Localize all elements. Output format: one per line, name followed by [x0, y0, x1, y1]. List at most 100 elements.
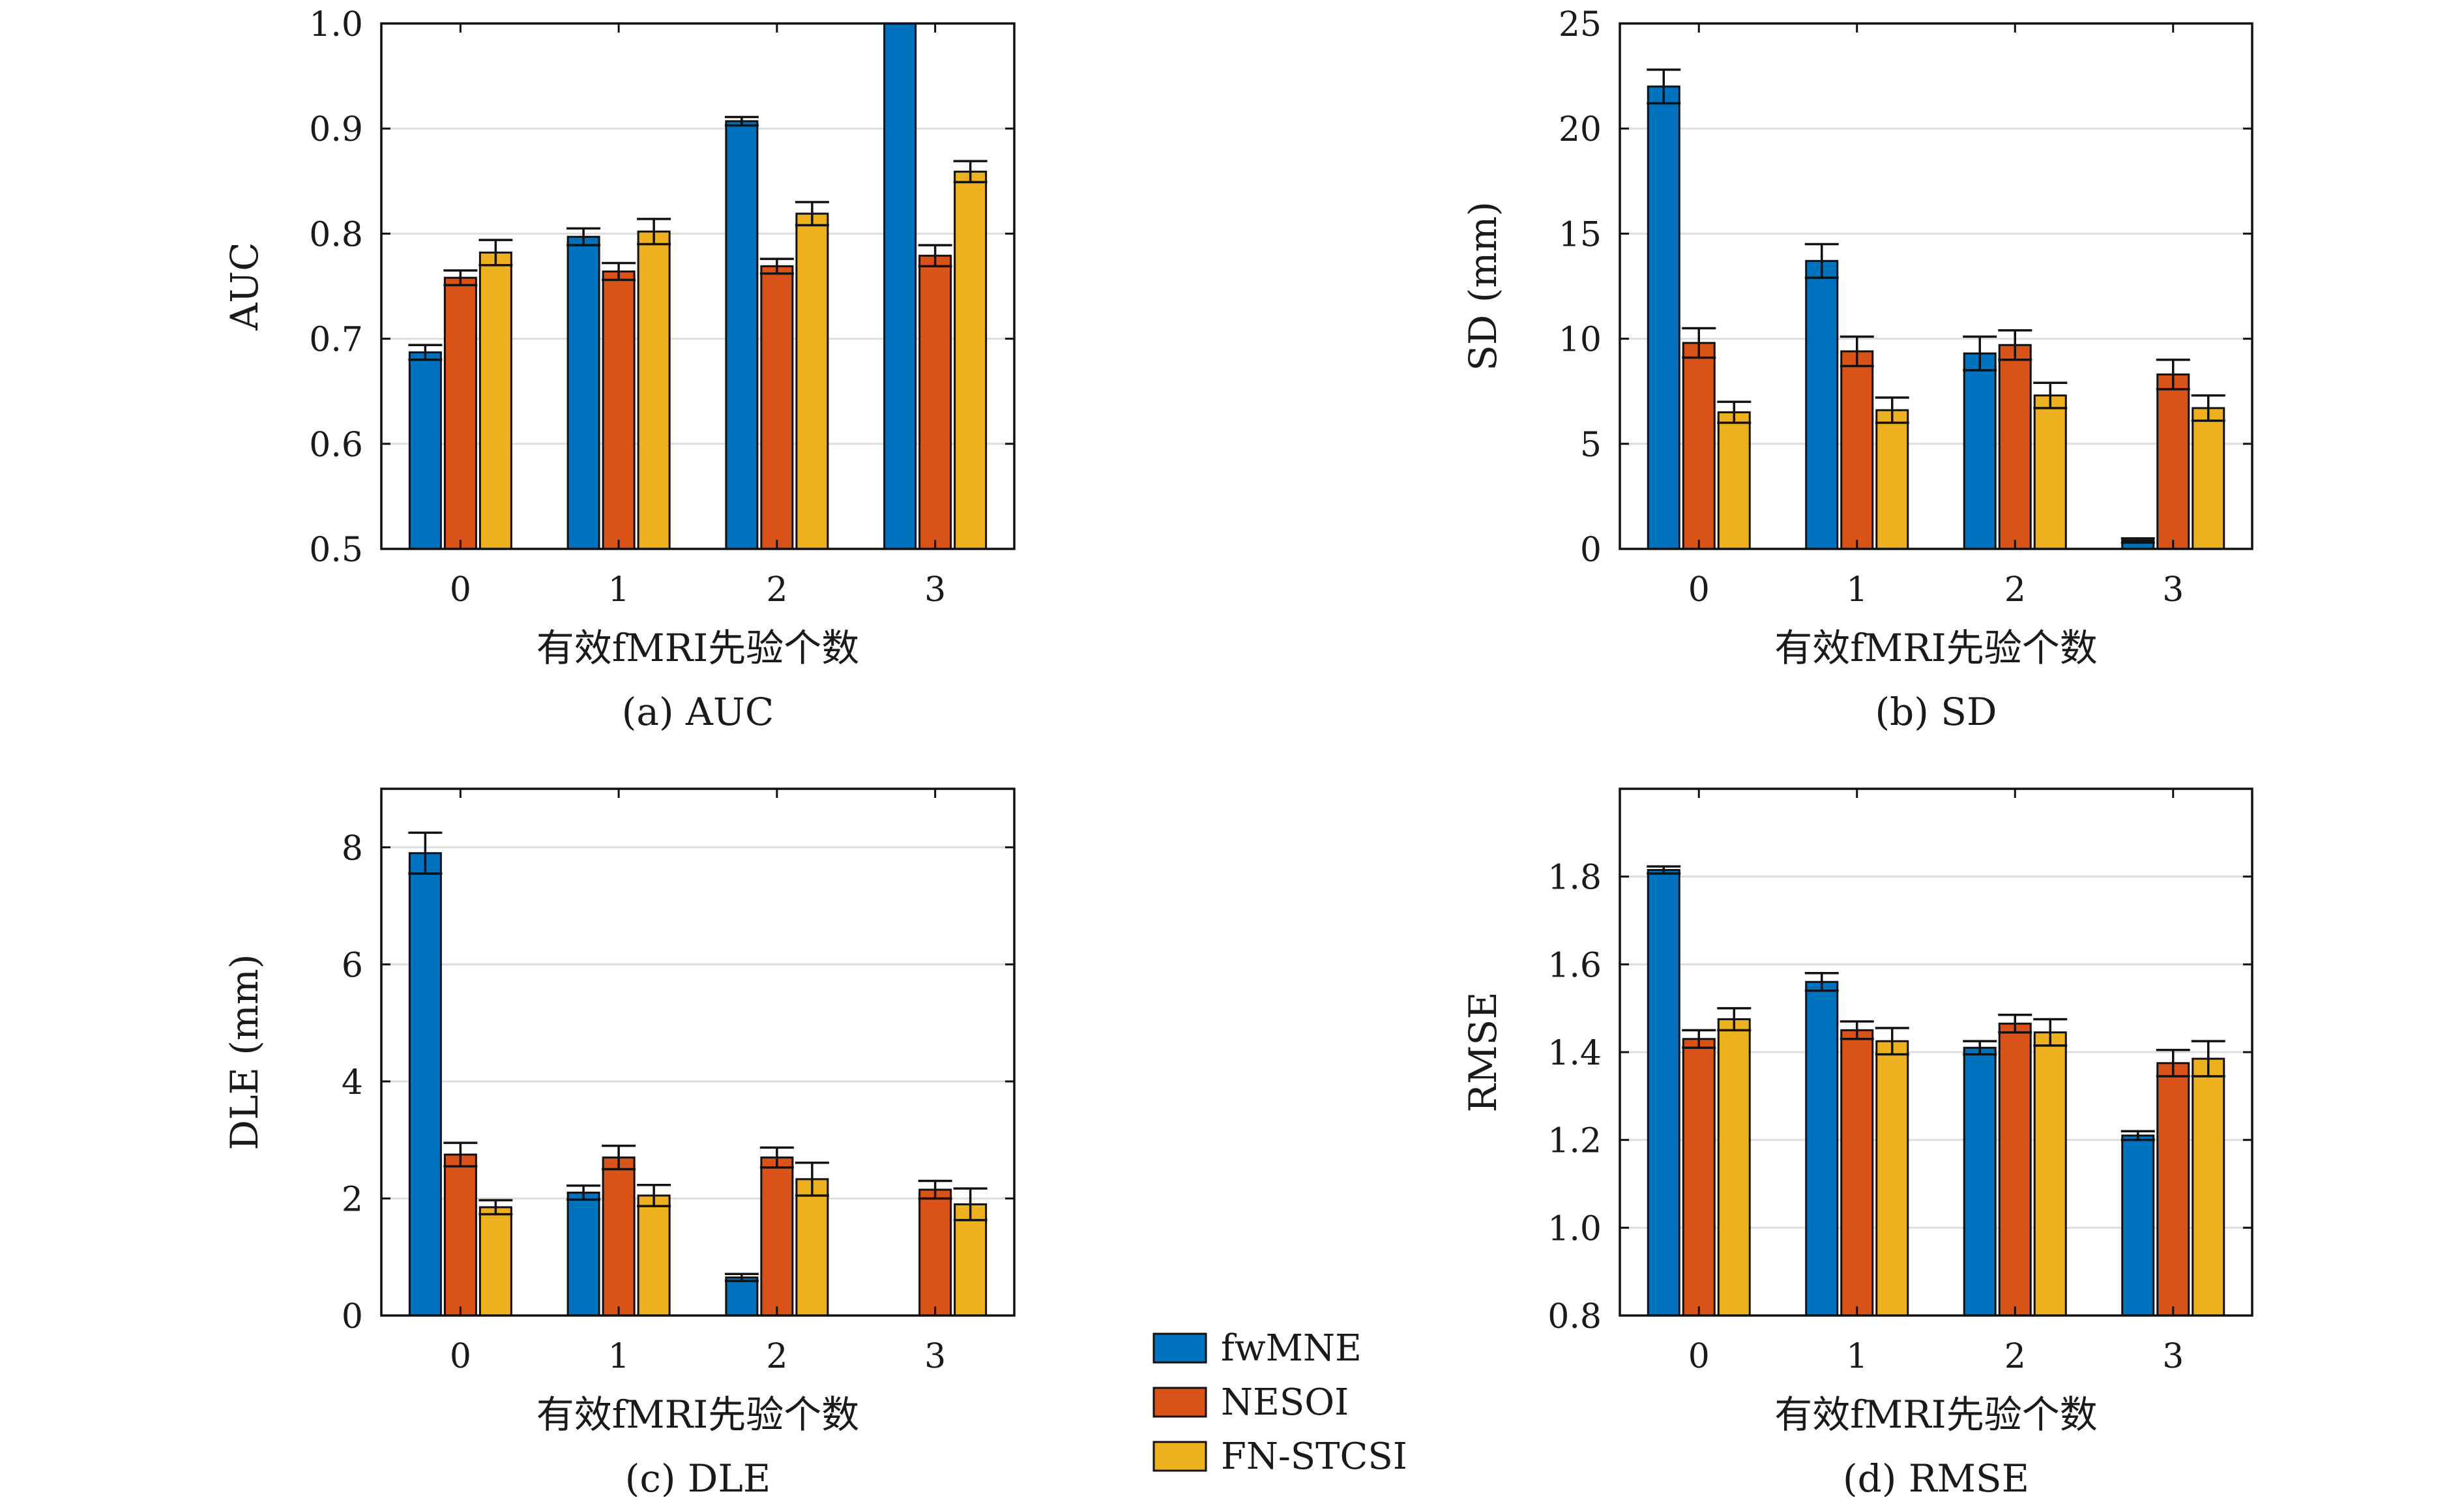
- bar-nesoi-1: [602, 270, 636, 550]
- bar-nesoi-0: [1682, 342, 1716, 550]
- chart-panel-4: 0.8 1.0 1.2 1.4 1.6 1.8 0 1 2 3 有效fMRI先验个数 RMSE (d) …: [1461, 787, 2253, 1500]
- y-tick-label: 1.0: [1547, 1209, 1602, 1248]
- error-bar-nesoi-0: [443, 1141, 478, 1168]
- grid: [381, 846, 1014, 1199]
- bar-fn-stcsi-1: [1875, 1040, 1909, 1317]
- error-bar-fn-stcsi-2: [795, 201, 829, 227]
- y-axis-label: DLE (mm): [222, 954, 267, 1150]
- error-bar-fn-stcsi-3: [2191, 1040, 2225, 1078]
- error-bar-nesoi-1: [1840, 1020, 1874, 1040]
- error-bar-fn-stcsi-0: [1717, 400, 1752, 424]
- x-tick-label: 0: [450, 570, 471, 610]
- bar-nesoi-2: [1998, 1022, 2032, 1317]
- bar-nesoi-0: [443, 1153, 477, 1317]
- y-tick-label: 6: [342, 946, 363, 985]
- x-tick-label: 1: [608, 1337, 630, 1376]
- bar-fwmne-2: [725, 120, 759, 550]
- error-bar-fwmne-3: [2120, 537, 2155, 544]
- legend-swatch: [1152, 1387, 1207, 1418]
- legend-swatch: [1152, 1332, 1207, 1364]
- error-bar-fn-stcsi-2: [795, 1161, 829, 1197]
- bar-fwmne-0: [1647, 85, 1680, 550]
- x-axis-label: 有效fMRI先验个数: [1774, 1392, 2097, 1437]
- bar-fn-stcsi-0: [1717, 1018, 1751, 1317]
- y-tick-label: 1.6: [1547, 946, 1602, 985]
- legend-item-fwmne: fwMNE: [1152, 1327, 1362, 1370]
- axes-box: [380, 22, 1016, 550]
- bar-fwmne-2: [725, 1276, 759, 1317]
- y-tick-label: 5: [1580, 426, 1602, 465]
- error-bar-fwmne-0: [1647, 865, 1681, 875]
- y-tick-label: 1.4: [1547, 1034, 1602, 1073]
- bar-fn-stcsi-0: [478, 251, 512, 550]
- x-tick-label: 0: [450, 1337, 471, 1376]
- bar-fwmne-2: [1963, 352, 1997, 550]
- bar-fwmne-0: [408, 351, 442, 550]
- bar-nesoi-1: [602, 1156, 636, 1317]
- bar-fwmne-3: [883, 22, 917, 550]
- error-bar-fwmne-0: [408, 831, 443, 875]
- bar-fwmne-0: [408, 852, 442, 1317]
- error-bar-fn-stcsi-3: [953, 160, 988, 184]
- x-tick-label: 3: [924, 570, 946, 610]
- error-bar-fn-stcsi-1: [637, 1184, 671, 1207]
- y-tick-label: 20: [1559, 110, 1602, 149]
- panel-caption: (b) SD: [1875, 690, 1997, 734]
- bar-fn-stcsi-2: [795, 213, 829, 550]
- bar-nesoi-1: [1840, 1029, 1874, 1317]
- error-bar-nesoi-3: [2156, 359, 2190, 390]
- x-tick-label: 2: [2004, 570, 2026, 610]
- y-tick-label: 10: [1559, 321, 1602, 360]
- y-tick-label: 8: [342, 829, 363, 868]
- error-bar-fwmne-1: [1804, 243, 1839, 279]
- y-tick-label: 0.6: [309, 426, 363, 465]
- bar-fwmne-1: [566, 1191, 600, 1317]
- y-tick-label: 0: [342, 1297, 363, 1336]
- error-bar-fn-stcsi-3: [2191, 394, 2225, 422]
- bar-fn-stcsi-3: [2192, 407, 2225, 550]
- bar-nesoi-3: [918, 1188, 952, 1317]
- legend-item-fn-stcsi: FN-STCSI: [1152, 1435, 1407, 1478]
- y-tick-label: 0.5: [309, 531, 363, 570]
- bar-nesoi-0: [1682, 1038, 1716, 1317]
- error-bar-nesoi-3: [918, 244, 952, 268]
- bar-fn-stcsi-1: [637, 230, 671, 550]
- legend-label: NESOI: [1221, 1381, 1349, 1424]
- axes-box: [380, 787, 1016, 1317]
- error-bar-fn-stcsi-0: [478, 1199, 513, 1216]
- bar-nesoi-3: [2156, 1062, 2190, 1317]
- axes-box: [1619, 22, 2253, 550]
- legend-swatch: [1152, 1441, 1207, 1472]
- bar-nesoi-3: [918, 254, 952, 550]
- x-axis-label: 有效fMRI先验个数: [1774, 626, 2097, 670]
- error-bar-fn-stcsi-2: [2033, 381, 2068, 409]
- x-tick-label: 0: [1688, 1337, 1710, 1376]
- legend: fwMNE NESOI FN-STCSI: [1152, 1327, 1407, 1478]
- error-bar-nesoi-1: [1840, 335, 1874, 368]
- error-bar-fwmne-3: [2120, 1130, 2155, 1141]
- error-bar-fwmne-1: [566, 227, 601, 246]
- error-bar-nesoi-3: [2156, 1048, 2190, 1078]
- bar-fn-stcsi-0: [1717, 411, 1751, 550]
- error-bar-fn-stcsi-2: [2033, 1018, 2068, 1047]
- error-bar-fn-stcsi-1: [637, 218, 671, 246]
- error-bar-nesoi-0: [443, 269, 478, 287]
- legend-item-nesoi: NESOI: [1152, 1381, 1349, 1424]
- bar-nesoi-2: [1998, 344, 2032, 550]
- bar-nesoi-2: [760, 1156, 794, 1317]
- bar-nesoi-2: [760, 265, 794, 550]
- error-bar-nesoi-0: [1682, 1029, 1716, 1050]
- bar-fn-stcsi-2: [795, 1178, 829, 1317]
- legend-label: FN-STCSI: [1221, 1435, 1407, 1478]
- y-tick-label: 25: [1559, 5, 1602, 44]
- panel-caption: (d) RMSE: [1843, 1456, 2029, 1497]
- y-tick-label: 0.8: [1547, 1297, 1602, 1336]
- y-tick-label: 1.2: [1547, 1122, 1602, 1161]
- bar-fwmne-1: [1805, 259, 1839, 550]
- bar-fn-stcsi-3: [954, 170, 988, 550]
- y-tick-label: 2: [342, 1180, 363, 1219]
- panels: 0.5 0.6 0.7 0.8 0.9 1.0 0 1 2 3 有效fMRI先验个数 AUC (a) A…: [222, 5, 2253, 1500]
- error-bar-nesoi-2: [759, 257, 794, 275]
